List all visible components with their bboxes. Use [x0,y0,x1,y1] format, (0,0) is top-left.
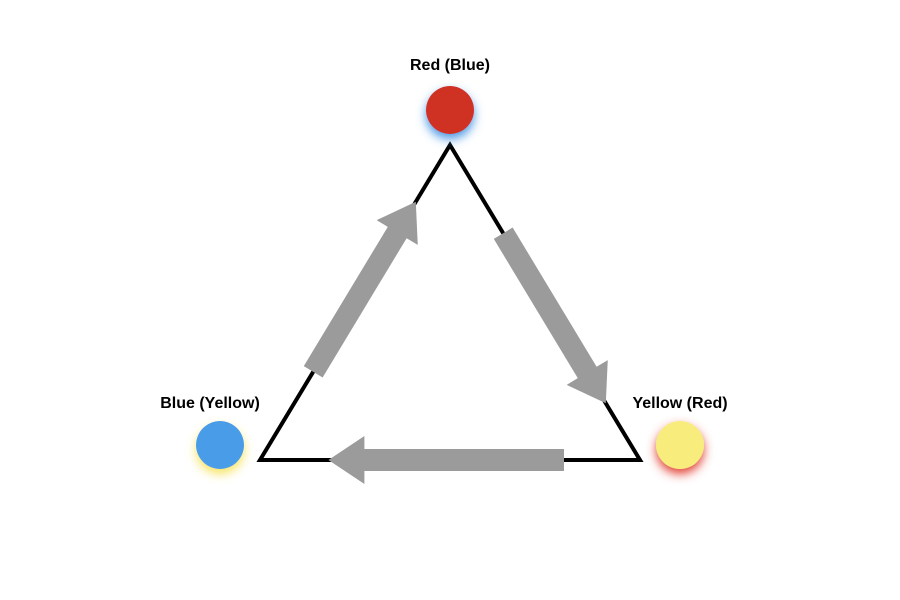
arrow-top-to-right [494,228,608,404]
arrow-left-to-top [304,202,418,378]
node-top [426,86,474,134]
node-right [656,421,704,469]
cycle-arrows [304,202,608,484]
label-top: Red (Blue) [410,57,490,74]
label-left: Blue (Yellow) [160,395,260,412]
label-right: Yellow (Red) [632,395,727,412]
node-left [196,421,244,469]
arrow-right-to-left [328,436,564,484]
triangle-outline [260,145,640,460]
cycle-diagram: Red (Blue) Yellow (Red) Blue (Yellow) [0,0,900,600]
